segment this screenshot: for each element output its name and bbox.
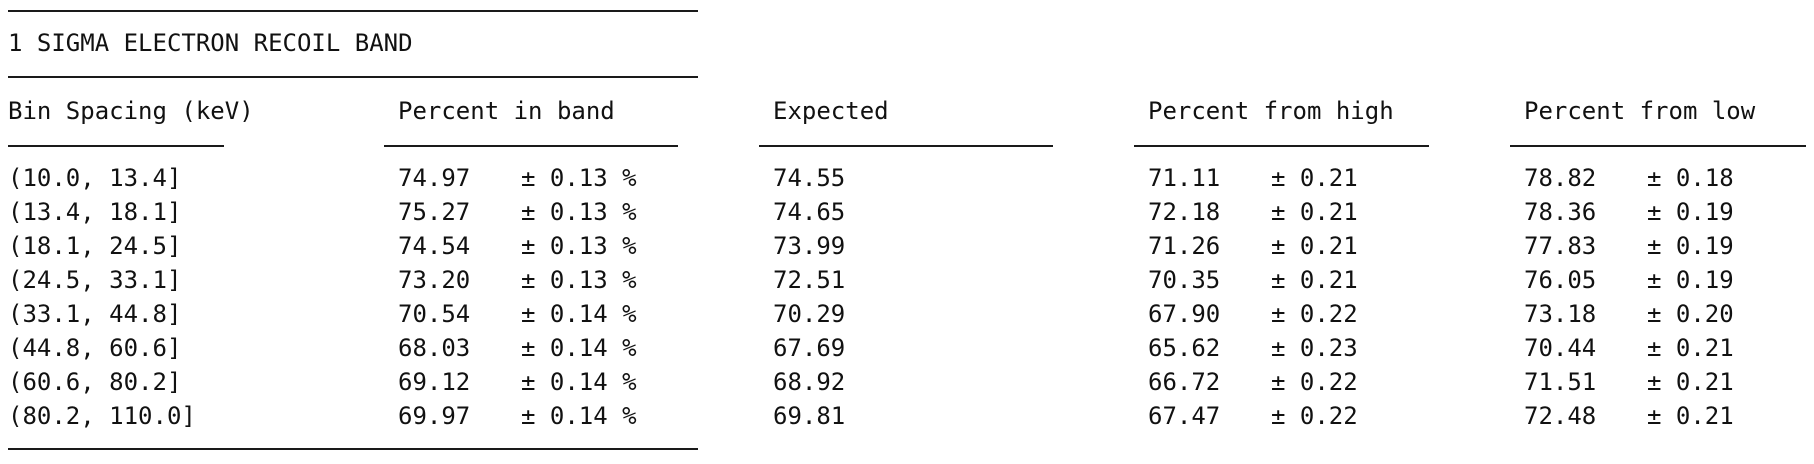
cell-expected: 74.55 bbox=[773, 164, 846, 192]
cell-percent-from-high-error: ± 0.21 bbox=[1271, 232, 1358, 260]
header-percent-in-band: Percent in band bbox=[398, 97, 615, 125]
cell-percent-from-low-error: ± 0.20 bbox=[1647, 300, 1734, 328]
cell-percent-in-band-error: ± 0.14 % bbox=[521, 334, 637, 362]
table-row: (80.2, 110.0] 69.97 ± 0.14 % 69.81 67.47 ± 0.… bbox=[0, 399, 1814, 433]
cell-percent-from-high: 65.62 bbox=[1148, 334, 1221, 362]
cell-percent-from-high-error: ± 0.21 bbox=[1271, 266, 1358, 294]
cell-percent-from-high-error: ± 0.21 bbox=[1271, 198, 1358, 226]
cell-percent-from-high: 70.35 bbox=[1148, 266, 1221, 294]
cell-expected: 73.99 bbox=[773, 232, 846, 260]
cell-percent-from-low: 73.18 bbox=[1524, 300, 1597, 328]
cell-percent-from-high: 67.90 bbox=[1148, 300, 1221, 328]
cell-bin: (10.0, 13.4] bbox=[8, 164, 182, 192]
cell-percent-from-low: 77.83 bbox=[1524, 232, 1597, 260]
cell-expected: 67.69 bbox=[773, 334, 846, 362]
header-bin-spacing: Bin Spacing (keV) bbox=[8, 97, 254, 125]
cell-expected: 68.92 bbox=[773, 368, 846, 396]
cell-percent-from-high: 66.72 bbox=[1148, 368, 1221, 396]
cell-percent-from-low: 76.05 bbox=[1524, 266, 1597, 294]
header-underline-bin bbox=[8, 145, 224, 147]
header-underline-expected bbox=[759, 145, 1053, 147]
cell-percent-from-low-error: ± 0.21 bbox=[1647, 334, 1734, 362]
table-row: (18.1, 24.5] 74.54 ± 0.13 % 73.99 71.26 ± 0.2… bbox=[0, 229, 1814, 263]
cell-percent-in-band: 74.54 bbox=[398, 232, 471, 260]
report-title: 1 SIGMA ELECTRON RECOIL BAND bbox=[8, 29, 413, 57]
cell-percent-from-high: 71.26 bbox=[1148, 232, 1221, 260]
cell-percent-in-band-error: ± 0.14 % bbox=[521, 368, 637, 396]
cell-percent-in-band: 74.97 bbox=[398, 164, 471, 192]
table-row: (60.6, 80.2] 69.12 ± 0.14 % 68.92 66.72 ± 0.2… bbox=[0, 365, 1814, 399]
header-expected: Expected bbox=[773, 97, 889, 125]
table-row: (24.5, 33.1] 73.20 ± 0.13 % 72.51 70.35 ± 0.2… bbox=[0, 263, 1814, 297]
cell-percent-in-band-error: ± 0.14 % bbox=[521, 402, 637, 430]
title-separator bbox=[8, 76, 698, 78]
table-row: (10.0, 13.4] 74.97 ± 0.13 % 74.55 71.11 ± 0.2… bbox=[0, 161, 1814, 195]
cell-bin: (60.6, 80.2] bbox=[8, 368, 182, 396]
cell-percent-in-band-error: ± 0.14 % bbox=[521, 300, 637, 328]
cell-percent-from-low: 72.48 bbox=[1524, 402, 1597, 430]
cell-percent-from-low-error: ± 0.18 bbox=[1647, 164, 1734, 192]
title-line: 1 SIGMA ELECTRON RECOIL BAND bbox=[0, 26, 1814, 60]
cell-percent-in-band: 69.12 bbox=[398, 368, 471, 396]
cell-percent-from-low-error: ± 0.19 bbox=[1647, 232, 1734, 260]
cell-percent-from-high-error: ± 0.22 bbox=[1271, 300, 1358, 328]
cell-bin: (13.4, 18.1] bbox=[8, 198, 182, 226]
cell-percent-from-high-error: ± 0.23 bbox=[1271, 334, 1358, 362]
cell-expected: 69.81 bbox=[773, 402, 846, 430]
cell-percent-from-high-error: ± 0.21 bbox=[1271, 164, 1358, 192]
cell-percent-from-high: 67.47 bbox=[1148, 402, 1221, 430]
cell-percent-from-low: 70.44 bbox=[1524, 334, 1597, 362]
cell-percent-from-low: 78.36 bbox=[1524, 198, 1597, 226]
cell-percent-from-high: 72.18 bbox=[1148, 198, 1221, 226]
table-row: (13.4, 18.1] 75.27 ± 0.13 % 74.65 72.18 ± 0.2… bbox=[0, 195, 1814, 229]
header-underline-in-band bbox=[384, 145, 678, 147]
cell-percent-in-band-error: ± 0.13 % bbox=[521, 266, 637, 294]
cell-percent-from-low-error: ± 0.19 bbox=[1647, 198, 1734, 226]
header-percent-from-high: Percent from high bbox=[1148, 97, 1394, 125]
cell-percent-from-low-error: ± 0.21 bbox=[1647, 402, 1734, 430]
cell-percent-in-band: 73.20 bbox=[398, 266, 471, 294]
top-separator bbox=[8, 10, 698, 12]
cell-percent-in-band-error: ± 0.13 % bbox=[521, 198, 637, 226]
cell-bin: (33.1, 44.8] bbox=[8, 300, 182, 328]
cell-percent-from-low-error: ± 0.21 bbox=[1647, 368, 1734, 396]
cell-percent-from-low: 71.51 bbox=[1524, 368, 1597, 396]
cell-expected: 74.65 bbox=[773, 198, 846, 226]
cell-percent-in-band: 68.03 bbox=[398, 334, 471, 362]
cell-percent-in-band: 75.27 bbox=[398, 198, 471, 226]
cell-percent-in-band-error: ± 0.13 % bbox=[521, 232, 637, 260]
bottom-separator bbox=[8, 448, 698, 450]
cell-percent-from-high-error: ± 0.22 bbox=[1271, 368, 1358, 396]
cell-percent-in-band: 69.97 bbox=[398, 402, 471, 430]
cell-bin: (18.1, 24.5] bbox=[8, 232, 182, 260]
cell-percent-from-low: 78.82 bbox=[1524, 164, 1597, 192]
table-row: (33.1, 44.8] 70.54 ± 0.14 % 70.29 67.90 ± 0.2… bbox=[0, 297, 1814, 331]
table-row: (44.8, 60.6] 68.03 ± 0.14 % 67.69 65.62 ± 0.2… bbox=[0, 331, 1814, 365]
cell-percent-from-low-error: ± 0.19 bbox=[1647, 266, 1734, 294]
header-row: Bin Spacing (keV) Percent in band Expect… bbox=[0, 94, 1814, 128]
cell-expected: 70.29 bbox=[773, 300, 846, 328]
header-underline-high bbox=[1134, 145, 1429, 147]
cell-percent-in-band: 70.54 bbox=[398, 300, 471, 328]
cell-percent-in-band-error: ± 0.13 % bbox=[521, 164, 637, 192]
header-percent-from-low: Percent from low bbox=[1524, 97, 1756, 125]
cell-percent-from-high-error: ± 0.22 bbox=[1271, 402, 1358, 430]
cell-expected: 72.51 bbox=[773, 266, 846, 294]
cell-bin: (44.8, 60.6] bbox=[8, 334, 182, 362]
cell-percent-from-high: 71.11 bbox=[1148, 164, 1221, 192]
header-underline-low bbox=[1510, 145, 1806, 147]
cell-bin: (24.5, 33.1] bbox=[8, 266, 182, 294]
cell-bin: (80.2, 110.0] bbox=[8, 402, 196, 430]
